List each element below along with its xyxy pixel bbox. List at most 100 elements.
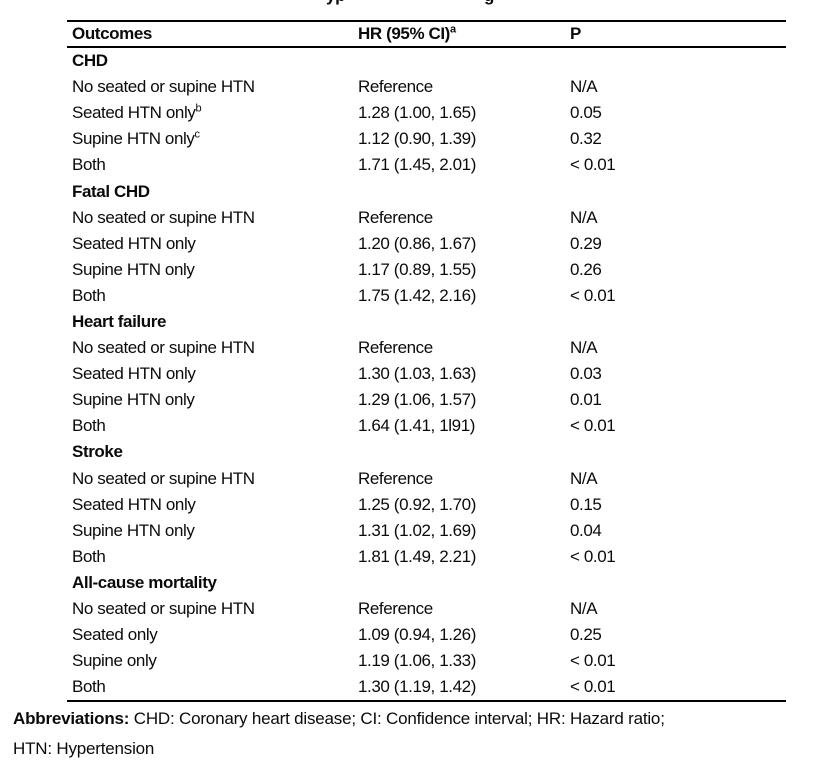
hr-cell: 1.75 (1.42, 2.16) xyxy=(358,285,476,305)
outcome-cell: Seated HTN only xyxy=(72,494,196,514)
outcome-cell: No seated or supine HTN xyxy=(72,77,255,97)
table-row: Both 1.64 (1.41, 1l91) < 0.01 xyxy=(67,413,786,439)
outcome-cell: Seated HTN only xyxy=(72,364,196,384)
outcome-cell: No seated or supine HTN xyxy=(72,207,255,227)
p-cell: 0.05 xyxy=(570,103,602,123)
hr-cell: Reference xyxy=(358,207,433,227)
table-row: Supine HTN only 1.29 (1.06, 1.57) 0.01 xyxy=(67,387,786,413)
p-cell: < 0.01 xyxy=(570,651,616,671)
section-header-cell: Heart failure xyxy=(72,311,167,331)
section-header-cell: Fatal CHD xyxy=(72,181,150,201)
outcomes-table: Outcomes HR (95% CI)a P CHD No seated or … xyxy=(67,20,786,703)
outcome-cell: Supine HTN only xyxy=(72,390,195,410)
hr-cell: 1.09 (0.94, 1.26) xyxy=(358,625,476,645)
outcome-cell: No seated or supine HTN xyxy=(72,599,255,619)
outcome-cell: Both xyxy=(72,416,106,436)
hr-cell: 1.20 (0.86, 1.67) xyxy=(358,233,476,253)
hr-cell: 1.64 (1.41, 1l91) xyxy=(358,416,476,436)
table-row: Seated HTN only 1.20 (0.86, 1.67) 0.29 xyxy=(67,231,786,257)
table-row: Both 1.75 (1.42, 2.16) < 0.01 xyxy=(67,283,786,309)
title-fragment: g xyxy=(484,0,494,6)
table-row: Supine only 1.19 (1.06, 1.33) < 0.01 xyxy=(67,648,786,674)
section-header-row: All-cause mortality xyxy=(67,570,786,596)
p-cell: 0.29 xyxy=(570,233,602,253)
outcome-cell: Supine only xyxy=(72,651,157,671)
outcome-cell: Supine HTN only xyxy=(72,520,195,540)
outcome-cell: Both xyxy=(72,285,106,305)
p-cell: 0.03 xyxy=(570,364,602,384)
hr-cell: 1.17 (0.89, 1.55) xyxy=(358,259,476,279)
hr-cell: 1.31 (1.02, 1.69) xyxy=(358,520,476,540)
table-header-row: Outcomes HR (95% CI)a P xyxy=(67,22,786,48)
p-cell: 0.15 xyxy=(570,494,602,514)
outcome-cell: Both xyxy=(72,546,106,566)
column-header-hr-superscript: a xyxy=(449,23,457,36)
table-row: No seated or supine HTN Reference N/A xyxy=(67,466,786,492)
outcome-superscript: b xyxy=(195,102,202,115)
hr-cell: 1.19 (1.06, 1.33) xyxy=(358,651,476,671)
table-row: Seated HTN only 1.30 (1.03, 1.63) 0.03 xyxy=(67,361,786,387)
hr-cell: 1.29 (1.06, 1.57) xyxy=(358,390,476,410)
outcome-cell: Supine HTN onlyc xyxy=(72,128,201,149)
title-fragment: yp xyxy=(326,0,346,6)
section-header-row: CHD xyxy=(67,48,786,74)
clipped-title: yp g xyxy=(0,0,826,6)
outcome-superscript: c xyxy=(194,128,201,141)
p-cell: 0.32 xyxy=(570,129,602,149)
column-header-p: P xyxy=(570,24,581,43)
outcome-cell: Both xyxy=(72,155,106,175)
p-cell: 0.01 xyxy=(570,390,602,410)
footnote-label: Abbreviations: xyxy=(13,709,130,728)
table-row: Seated HTN onlyb 1.28 (1.00, 1.65) 0.05 xyxy=(67,100,786,126)
p-cell: N/A xyxy=(570,468,598,488)
table-row: Both 1.30 (1.19, 1.42) < 0.01 xyxy=(67,674,786,700)
outcome-cell: Supine HTN only xyxy=(72,259,195,279)
p-cell: N/A xyxy=(570,207,598,227)
section-header-row: Stroke xyxy=(67,439,786,465)
outcome-cell: No seated or supine HTN xyxy=(72,338,255,358)
table-row: Both 1.81 (1.49, 2.21) < 0.01 xyxy=(67,544,786,570)
hr-cell: 1.28 (1.00, 1.65) xyxy=(358,103,476,123)
outcome-cell: Seated HTN onlyb xyxy=(72,102,202,123)
hr-cell: 1.71 (1.45, 2.01) xyxy=(358,155,476,175)
p-cell: < 0.01 xyxy=(570,285,616,305)
outcome-cell: Seated only xyxy=(72,625,158,645)
p-cell: N/A xyxy=(570,77,598,97)
hr-cell: 1.81 (1.49, 2.21) xyxy=(358,546,476,566)
p-cell: N/A xyxy=(570,599,598,619)
p-cell: 0.26 xyxy=(570,259,602,279)
abbreviations-footnote: Abbreviations: CHD: Coronary heart disea… xyxy=(13,704,819,764)
footnote-line-1: Abbreviations: CHD: Coronary heart disea… xyxy=(13,704,819,734)
hr-cell: Reference xyxy=(358,338,433,358)
p-cell: 0.25 xyxy=(570,625,602,645)
column-header-outcomes: Outcomes xyxy=(72,24,152,43)
column-header-hr: HR (95% CI)a xyxy=(358,24,570,44)
hr-cell: 1.25 (0.92, 1.70) xyxy=(358,494,476,514)
hr-cell: Reference xyxy=(358,468,433,488)
outcome-cell: No seated or supine HTN xyxy=(72,468,255,488)
p-cell: < 0.01 xyxy=(570,416,616,436)
section-header-cell: CHD xyxy=(72,51,108,71)
section-header-row: Fatal CHD xyxy=(67,178,786,204)
table-row: Supine HTN onlyc 1.12 (0.90, 1.39) 0.32 xyxy=(67,126,786,152)
hr-cell: 1.12 (0.90, 1.39) xyxy=(358,129,476,149)
table-body: CHD No seated or supine HTN Reference N/A Se… xyxy=(67,48,786,700)
section-header-cell: All-cause mortality xyxy=(72,572,217,592)
table-row: Seated only 1.09 (0.94, 1.26) 0.25 xyxy=(67,622,786,648)
p-cell: < 0.01 xyxy=(570,546,616,566)
table-row: Supine HTN only 1.17 (0.89, 1.55) 0.26 xyxy=(67,257,786,283)
column-header-hr-label: HR (95% CI) xyxy=(358,24,450,43)
p-cell: < 0.01 xyxy=(570,155,616,175)
hr-cell: Reference xyxy=(358,599,433,619)
hr-cell: 1.30 (1.19, 1.42) xyxy=(358,677,476,697)
outcome-cell: Both xyxy=(72,677,106,697)
table-row: No seated or supine HTN Reference N/A xyxy=(67,335,786,361)
table-row: No seated or supine HTN Reference N/A xyxy=(67,596,786,622)
p-cell: N/A xyxy=(570,338,598,358)
section-header-row: Heart failure xyxy=(67,309,786,335)
table-row: No seated or supine HTN Reference N/A xyxy=(67,74,786,100)
table-row: No seated or supine HTN Reference N/A xyxy=(67,205,786,231)
outcome-cell: Seated HTN only xyxy=(72,233,196,253)
table-row: Supine HTN only 1.31 (1.02, 1.69) 0.04 xyxy=(67,518,786,544)
footnote-line-2: HTN: Hypertension xyxy=(13,739,155,758)
